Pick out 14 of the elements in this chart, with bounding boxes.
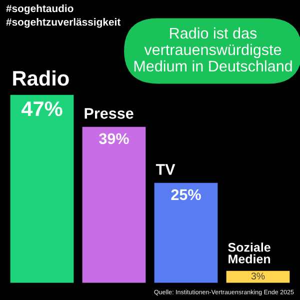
x-tick-label: Presse: [84, 108, 134, 119]
x-tick-label: Radio: [13, 70, 69, 86]
data-label: 25%: [171, 189, 201, 200]
x-tick-label: TV: [156, 164, 176, 175]
text: #sogehtaudio #sogehtzuverlässigkeit: [6, 4, 120, 28]
bar: [226, 270, 290, 283]
x-tick-label: Soziale Medien: [228, 242, 270, 264]
bar: [154, 182, 218, 283]
data-label: 3%: [251, 272, 265, 280]
bar: [10, 94, 74, 283]
chart-title: Radio ist das vertrauenswürdigste Medium in Deutschland: [134, 27, 292, 72]
data-label: 39%: [99, 133, 129, 144]
bar: [82, 126, 146, 283]
data-label: 47%: [21, 101, 62, 116]
